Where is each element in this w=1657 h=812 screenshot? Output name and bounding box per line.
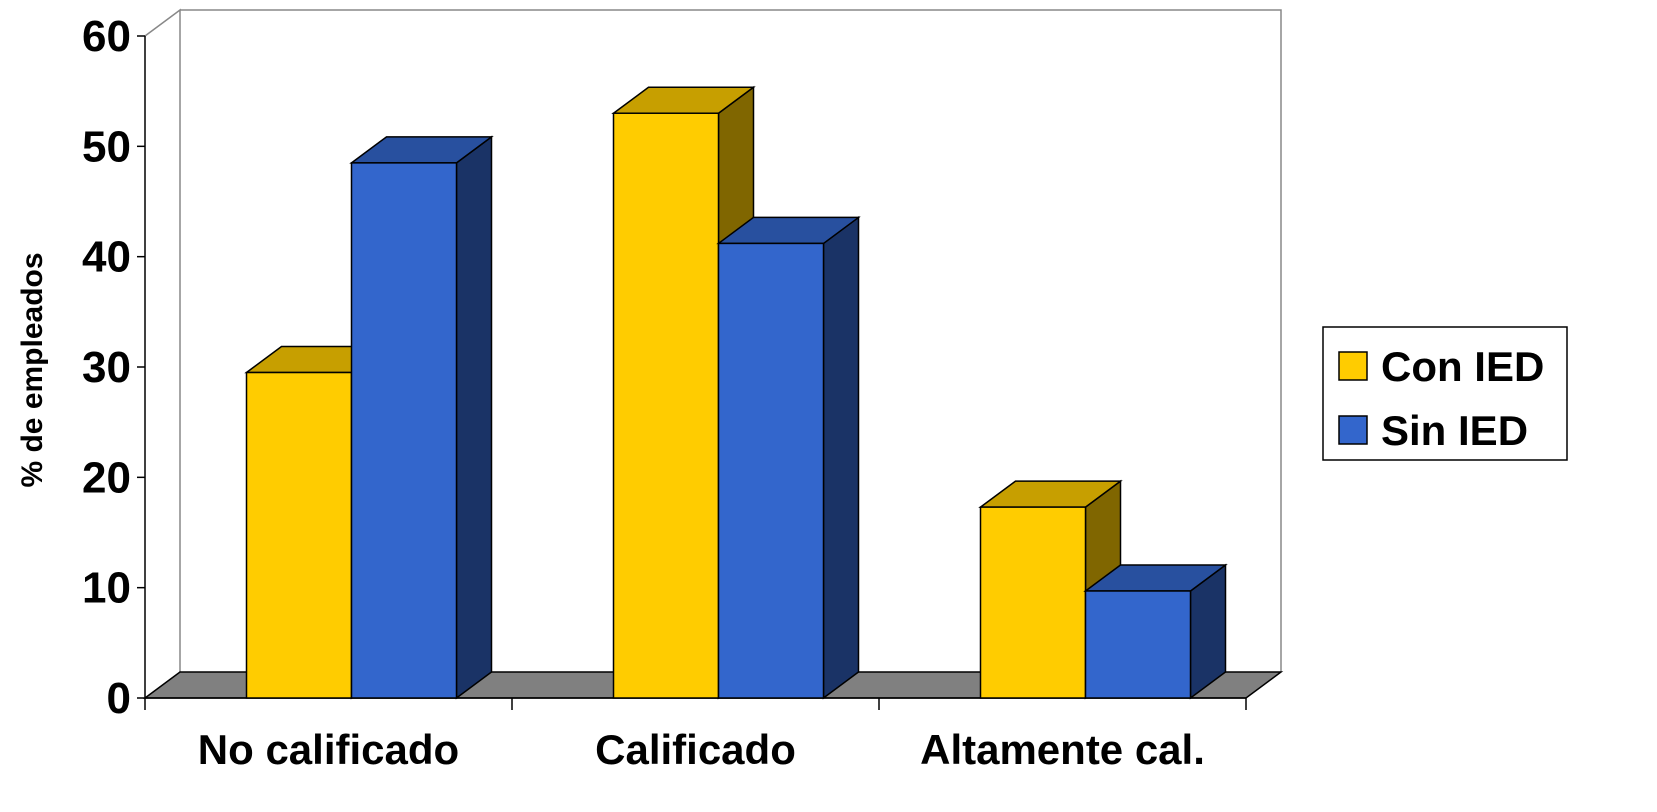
y-tick-label: 40: [82, 233, 131, 282]
x-category-label: Altamente cal.: [920, 726, 1205, 773]
y-tick-label: 30: [82, 343, 131, 392]
bar-side: [455, 135, 493, 700]
y-tick-label: 60: [82, 12, 131, 61]
bar-front: [979, 506, 1087, 699]
y-tick-label: 0: [107, 674, 131, 723]
y-tick-label: 50: [82, 122, 131, 171]
bar-front: [1084, 590, 1192, 699]
legend-label: Sin IED: [1381, 407, 1528, 454]
bar-front: [612, 112, 720, 699]
legend-label: Con IED: [1381, 343, 1544, 390]
y-tick-label: 10: [82, 564, 131, 613]
legend-swatch: [1338, 415, 1368, 445]
bar-sin-ied-1: [716, 215, 861, 700]
legend: Con IED Sin IED: [1322, 326, 1568, 461]
bar-sin-ied-0: [349, 135, 494, 700]
bar-front: [717, 242, 825, 699]
back-wall: [180, 9, 1282, 672]
bar-sin-ied-2: [1083, 563, 1228, 700]
bar-front: [245, 371, 353, 699]
x-category-labels: No calificado Calificado Altamente cal.: [198, 726, 1205, 773]
x-category-label: No calificado: [198, 726, 459, 773]
chart-walls: [144, 8, 1282, 672]
side-wall: [144, 8, 181, 672]
legend-swatch: [1338, 351, 1368, 381]
y-axis-label: % de empleados: [16, 252, 49, 487]
y-tick-label: 20: [82, 453, 131, 502]
bars: [244, 85, 1228, 700]
y-tick-labels: 0 10 20 30 40 50 60: [82, 12, 131, 723]
bar-side: [822, 215, 860, 700]
bar-front: [350, 162, 458, 699]
x-category-label: Calificado: [595, 726, 796, 773]
